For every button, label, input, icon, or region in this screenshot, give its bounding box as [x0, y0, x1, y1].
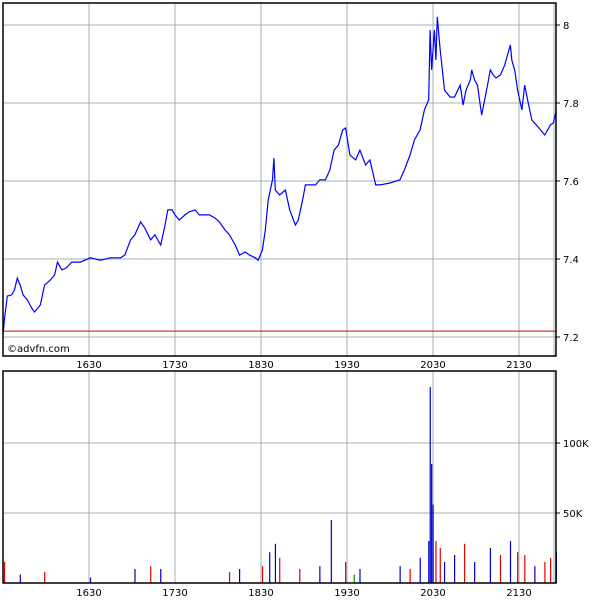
price-line	[2, 16, 557, 336]
volume-bar	[134, 569, 136, 583]
x-tick-label: 1930	[334, 588, 359, 599]
volume-bar	[89, 577, 92, 583]
y-tick-label: 100K	[563, 439, 589, 450]
volume-panel-bg	[3, 371, 556, 583]
volume-bar	[499, 555, 502, 583]
price-panel-border	[2, 2, 557, 357]
y-tick-label: 7.2	[563, 333, 579, 344]
volume-bar	[299, 569, 301, 583]
volume-bar	[443, 562, 446, 583]
volume-bar	[489, 548, 492, 583]
volume-bar	[228, 571, 231, 583]
volume-bar	[524, 555, 526, 583]
volume-bar	[353, 574, 355, 583]
volume-bar	[359, 569, 361, 583]
x-tick-label: 1830	[248, 360, 273, 371]
volume-bar	[44, 571, 46, 583]
x-tick-label: 2030	[420, 588, 445, 599]
volume-bar	[509, 541, 512, 583]
volume-bar	[534, 566, 536, 583]
y-tick-label: 8	[563, 21, 569, 32]
x-tick-label: 2130	[506, 360, 531, 371]
volume-bar	[419, 557, 421, 583]
x-tick-label: 2030	[420, 360, 445, 371]
volume-bar	[429, 387, 431, 583]
volume-bar	[439, 548, 441, 583]
x-tick-label: 1930	[334, 360, 359, 371]
price-panel-bg	[3, 3, 556, 356]
volume-bar	[261, 566, 264, 583]
x-tick-label: 1730	[162, 588, 187, 599]
y-tick-label: 50K	[563, 509, 583, 520]
volume-bar	[474, 562, 476, 583]
volume-bar	[409, 569, 411, 583]
volume-bar	[319, 566, 321, 583]
x-tick-label: 1730	[162, 360, 187, 371]
volume-bar	[330, 520, 332, 583]
volume-bar	[428, 541, 430, 583]
volume-bar	[435, 541, 437, 583]
volume-bar	[239, 569, 241, 583]
x-tick-label: 2130	[506, 588, 531, 599]
volume-bar	[19, 574, 21, 583]
volume-bar	[269, 552, 271, 583]
volume-bar	[3, 562, 6, 583]
watermark: ©advfn.com	[7, 344, 70, 355]
volume-bar	[274, 543, 277, 583]
volume-bar	[345, 562, 347, 583]
volume-bar	[517, 552, 519, 583]
volume-bar	[431, 464, 433, 583]
volume-bar	[160, 569, 162, 583]
volume-bar	[464, 543, 466, 583]
volume-panel-border	[2, 370, 557, 584]
volume-bar	[432, 504, 434, 583]
volume-bar	[279, 557, 281, 583]
y-tick-label: 7.6	[563, 177, 579, 188]
volume-bar	[544, 562, 546, 583]
x-tick-label: 1630	[76, 588, 101, 599]
volume-bar	[454, 555, 456, 583]
x-tick-label: 1630	[76, 360, 101, 371]
y-tick-label: 7.4	[563, 255, 579, 266]
y-tick-label: 7.8	[563, 99, 579, 110]
volume-bar	[550, 557, 552, 583]
volume-bar	[399, 566, 401, 583]
volume-bar	[150, 566, 152, 583]
x-tick-label: 1830	[248, 588, 273, 599]
